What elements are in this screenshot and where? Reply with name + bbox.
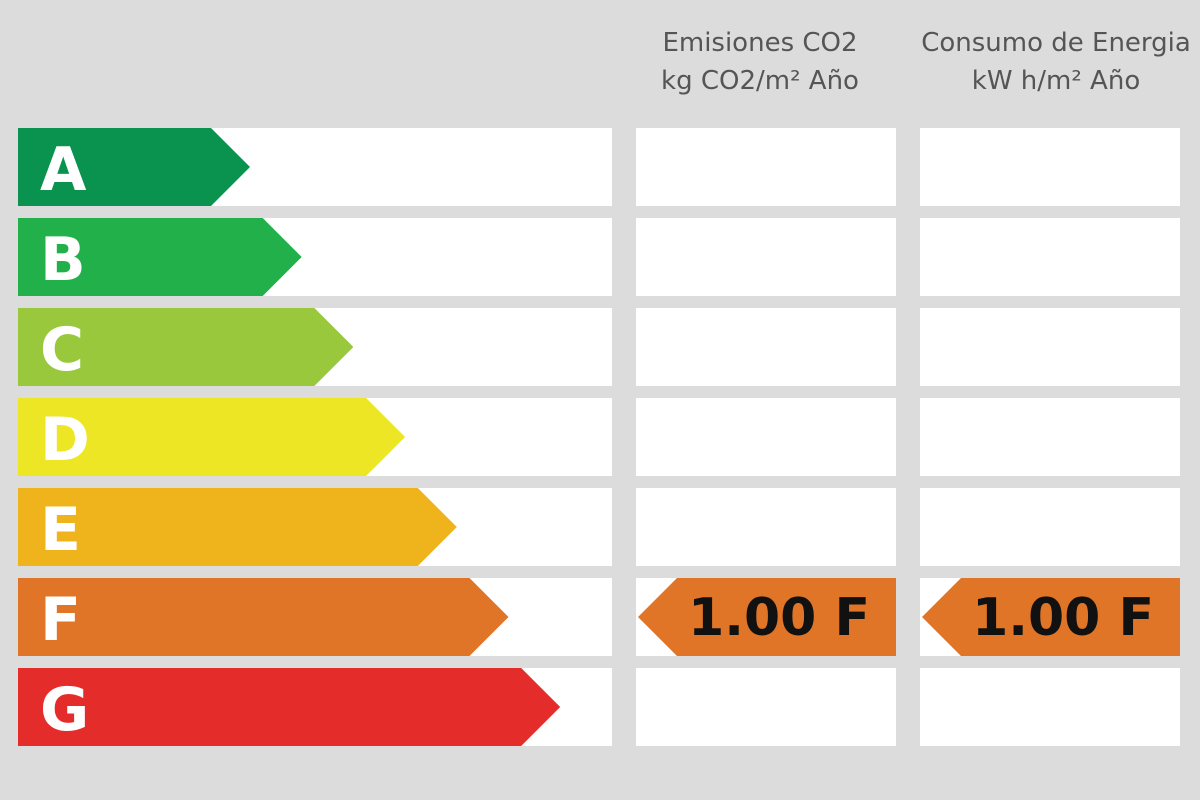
co2-cell-f: 1.00 F [636,578,896,656]
co2-cell-b [636,218,896,296]
rating-bar-f: F [18,578,509,656]
rating-bar-b: B [18,218,302,296]
energy-indicator: 1.00 F [922,578,1180,656]
energy-column-header: Consumo de Energia kW h/m² Año [912,24,1200,100]
energy-header-unit: kW h/m² Año [971,66,1141,96]
energy-header-title: Consumo de Energia [921,28,1191,58]
co2-cell-g [636,668,896,746]
co2-indicator: 1.00 F [638,578,896,656]
rating-row-e: E [18,488,612,566]
rating-row-c: C [18,308,612,386]
rating-letter-g: G [40,675,90,745]
rating-bar-g: G [18,668,560,746]
rating-letter-f: F [40,585,81,655]
rating-letter-e: E [40,495,81,565]
rating-bar-a: A [18,128,250,206]
co2-cell-d [636,398,896,476]
rating-letter-c: C [40,315,85,385]
co2-cell-a [636,128,896,206]
co2-header-title: Emisiones CO2 [662,28,858,58]
rating-letter-b: B [40,225,86,295]
rating-letter-a: A [40,135,87,205]
energy-cell-c [920,308,1180,386]
rating-row-a: A [18,128,612,206]
energy-cell-d [920,398,1180,476]
energy-cell-f: 1.00 F [920,578,1180,656]
rating-bar-d: D [18,398,405,476]
co2-header-unit: kg CO2/m² Año [661,66,859,96]
energy-cell-e [920,488,1180,566]
rating-row-f: F [18,578,612,656]
co2-column-header: Emisiones CO2 kg CO2/m² Año [632,24,888,100]
energy-cell-g [920,668,1180,746]
co2-indicator-value: 1.00 F [688,588,870,648]
rating-bar-c: C [18,308,353,386]
rating-row-g: G [18,668,612,746]
co2-cell-e [636,488,896,566]
rating-bar-e: E [18,488,457,566]
rating-row-b: B [18,218,612,296]
rating-letter-d: D [40,405,90,475]
energy-cell-a [920,128,1180,206]
rating-row-d: D [18,398,612,476]
energy-cell-b [920,218,1180,296]
energy-indicator-value: 1.00 F [972,588,1154,648]
co2-cell-c [636,308,896,386]
